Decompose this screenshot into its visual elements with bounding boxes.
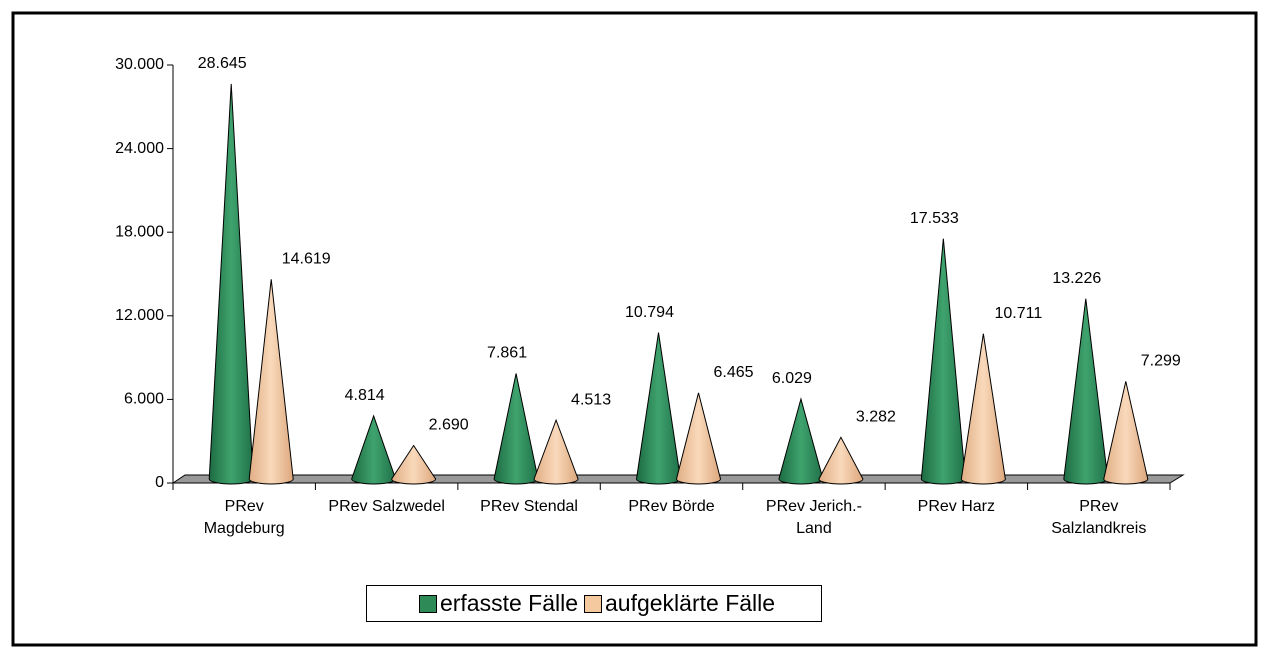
cone <box>960 333 1006 485</box>
legend-swatch <box>584 594 602 613</box>
legend: erfasste Fälle aufgeklärte Fälle <box>366 585 822 622</box>
legend-swatch <box>418 594 437 613</box>
cone <box>493 373 539 485</box>
y-tick-label: 30.000 <box>115 56 164 73</box>
y-tick-label: 24.000 <box>115 140 164 157</box>
data-label: 13.226 <box>1052 270 1101 287</box>
cone <box>778 397 824 485</box>
cone <box>920 238 966 485</box>
data-label: 17.533 <box>910 210 959 227</box>
y-tick-label: 0 <box>155 474 164 491</box>
cone <box>533 418 579 485</box>
x-tick-label: PRev Jerich.-Land <box>765 498 862 537</box>
x-tick-label: PRev Stendal <box>480 498 578 515</box>
x-tick-label: PRev Harz <box>917 498 996 515</box>
data-label: 6.029 <box>772 370 812 387</box>
data-label: 10.711 <box>994 305 1042 322</box>
x-tick-label: PRev Börde <box>628 498 715 515</box>
cone <box>248 279 294 485</box>
y-tick-label: 6.000 <box>124 391 164 408</box>
cone <box>818 436 864 485</box>
legend-label: erfasste Fälle <box>439 590 578 616</box>
y-tick-label: 12.000 <box>115 307 164 324</box>
frame <box>11 11 1258 647</box>
y-tick-label: 18.000 <box>115 223 164 240</box>
data-label: 7.299 <box>1141 353 1181 370</box>
cone <box>1063 298 1109 485</box>
legend-label: aufgeklärte Fälle <box>605 590 776 616</box>
data-label: 4.513 <box>571 391 611 408</box>
data-label: 28.645 <box>198 55 247 72</box>
data-label: 6.465 <box>713 364 753 381</box>
data-label: 2.690 <box>429 417 469 434</box>
data-label: 14.619 <box>282 251 331 268</box>
data-label: 10.794 <box>625 304 674 321</box>
x-tick-label: PRev Salzlandkreis <box>1051 498 1147 537</box>
cone <box>675 392 722 485</box>
cone <box>635 332 682 485</box>
cone <box>208 83 254 485</box>
x-tick-label: PRev Salzwedel <box>328 498 445 515</box>
data-label: 4.814 <box>345 387 385 404</box>
cone <box>1103 381 1149 485</box>
data-label: 7.861 <box>487 345 527 362</box>
data-label: 3.282 <box>856 408 896 425</box>
cone <box>351 414 397 485</box>
cone <box>391 444 437 485</box>
x-tick-label: PRev Magdeburg <box>203 498 285 537</box>
